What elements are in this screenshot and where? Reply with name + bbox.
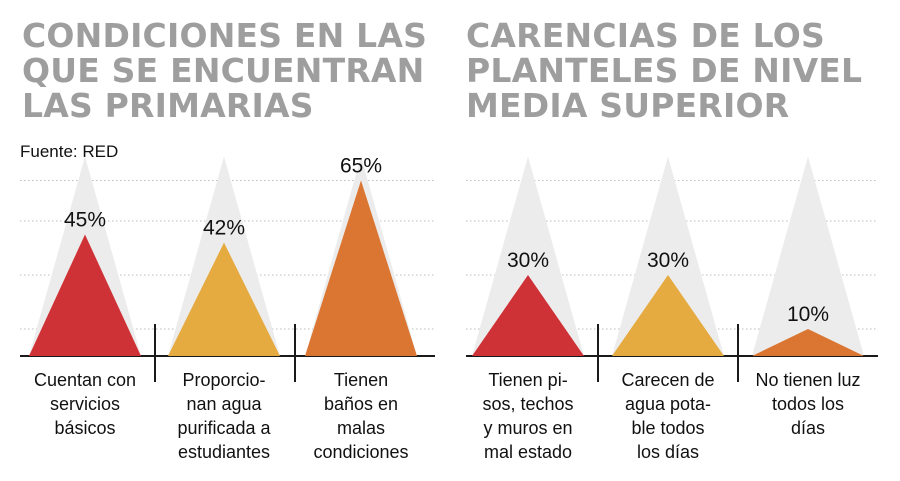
chart-title-left: CONDICIONES EN LAS QUE SE ENCUENTRAN LAS…: [22, 18, 427, 123]
value-label: 65%: [340, 155, 382, 178]
title-line: CARENCIAS DE LOS: [466, 16, 825, 55]
category-label: mal estado: [484, 442, 572, 462]
value-label: 45%: [64, 209, 106, 232]
title-line: CONDICIONES EN LAS: [22, 16, 428, 55]
category-label: básicos: [54, 418, 115, 438]
title-line: PLANTELES DE NIVEL: [466, 51, 863, 90]
category-label: baños en: [324, 394, 398, 414]
category-label: estudiantes: [178, 442, 270, 462]
category-label: No tienen luz: [755, 370, 860, 390]
source-note: Fuente: RED: [20, 142, 119, 161]
category-label: y muros en: [483, 418, 572, 438]
category-label: purificada a: [177, 418, 271, 438]
category-label: días: [791, 418, 825, 438]
category-label: servicios: [50, 394, 120, 414]
title-line: MEDIA SUPERIOR: [466, 86, 790, 125]
value-label: 30%: [507, 249, 549, 272]
category-label: condiciones: [313, 442, 408, 462]
title-line: QUE SE ENCUENTRAN: [22, 51, 425, 90]
category-label: todos los: [772, 394, 844, 414]
value-label: 42%: [203, 217, 245, 240]
background-triangle: [612, 156, 724, 356]
background-triangle: [752, 156, 864, 356]
data-triangle: [612, 275, 724, 356]
category-label: Proporcio-: [182, 370, 265, 390]
category-label: Tienen pi-: [488, 370, 567, 390]
category-label: Cuentan con: [34, 370, 136, 390]
category-label: sos, techos: [482, 394, 573, 414]
category-label: los días: [637, 442, 699, 462]
value-label: 10%: [787, 303, 829, 326]
background-triangle: [472, 156, 584, 356]
category-label: Tienen: [334, 370, 388, 390]
data-triangle: [168, 242, 280, 356]
title-line: LAS PRIMARIAS: [22, 86, 314, 125]
category-label: Carecen de: [621, 370, 714, 390]
category-label: nan agua: [186, 394, 262, 414]
data-triangle: [305, 180, 417, 356]
data-triangle: [29, 234, 141, 356]
data-triangle: [472, 275, 584, 356]
chart-title-right: CARENCIAS DE LOS PLANTELES DE NIVEL MEDI…: [466, 18, 862, 123]
data-triangle: [752, 329, 864, 356]
value-label: 30%: [647, 249, 689, 272]
category-label: malas: [337, 418, 385, 438]
category-label: ble todos: [631, 418, 704, 438]
category-label: agua pota-: [625, 394, 711, 414]
